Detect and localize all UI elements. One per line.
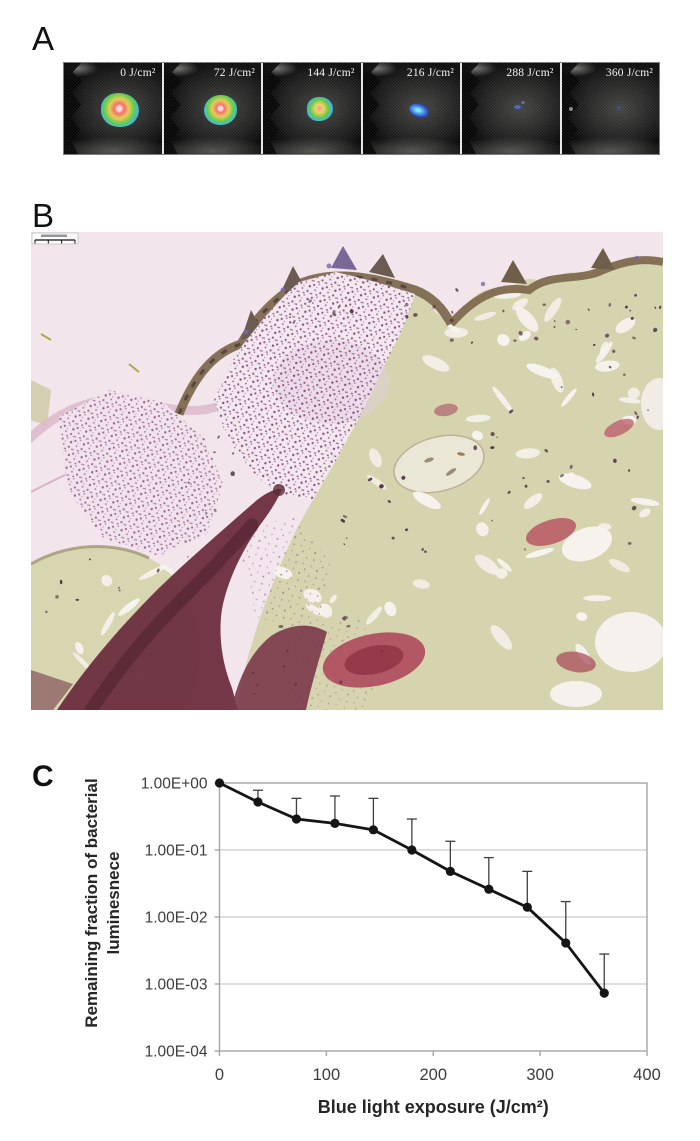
bioluminescence-frame-1: 72 J/cm²: [163, 63, 261, 154]
bioluminescence-frame-5: 360 J/cm²: [561, 63, 659, 154]
dose-label: 0 J/cm²: [120, 67, 156, 79]
stain-accent: [280, 287, 286, 293]
dose-label: 216 J/cm²: [406, 67, 454, 79]
bioluminescence-spot: [406, 101, 431, 120]
x-tick-labels: 0 100 200 300 400: [215, 1066, 661, 1084]
panel-c-chart: 1.00E+00 1.00E-01 1.00E-02 1.00E-03 1.00E-04…: [0, 740, 700, 1141]
dark-edge-shape: [362, 63, 381, 154]
bioluminescence-frame-3: 216 J/cm²: [362, 63, 460, 154]
dose-label: 288 J/cm²: [506, 67, 554, 79]
crust-spike: [501, 260, 527, 284]
red-stain: [604, 418, 634, 438]
scale-bar: [31, 232, 79, 245]
bioluminescence-frame-0: 0 J/cm²: [64, 63, 162, 154]
dose-label: 72 J/cm²: [213, 67, 255, 79]
reflection-dot: [568, 107, 573, 111]
eschar-crust: [447, 256, 663, 327]
gridlines: [219, 849, 647, 985]
tissue-oval: [393, 434, 485, 494]
crust-spike: [369, 254, 395, 278]
vacuole: [561, 526, 613, 562]
red-stain: [556, 651, 596, 673]
stain-accent: [634, 255, 640, 261]
debris-speck: [128, 363, 140, 373]
x-axis-title: Blue light exposure (J/cm²): [318, 1097, 549, 1117]
data-markers: [214, 778, 609, 998]
bioluminescence-spot: [101, 93, 139, 127]
bioluminescence-frame-2: 144 J/cm²: [263, 63, 361, 154]
dark-edge-shape: [163, 63, 182, 154]
stain-accent: [480, 281, 486, 287]
nuclei-specks: [45, 288, 662, 695]
svg-text:1.00E-04: 1.00E-04: [145, 1044, 208, 1061]
exposure-chart-svg: 1.00E+00 1.00E-01 1.00E-02 1.00E-03 1.00E-04…: [82, 776, 661, 1118]
data-line: [218, 781, 606, 995]
red-stain: [434, 403, 458, 417]
y-axis-title-line2: luminesnece: [104, 852, 123, 955]
tissue-speck: [445, 468, 457, 476]
svg-text:1.00E-02: 1.00E-02: [145, 910, 208, 927]
stain-accent: [243, 329, 249, 335]
dark-edge-shape: [462, 63, 481, 154]
red-stain: [525, 518, 577, 546]
panel-a-label: A: [32, 20, 55, 57]
bacteria-cluster: [59, 390, 223, 556]
crust-detail: [177, 274, 416, 415]
svg-text:400: 400: [633, 1066, 661, 1084]
tissue-speck: [424, 457, 434, 463]
panel-b-histology-image: [31, 232, 663, 710]
y-axis-title-line1: Remaining fraction of bacterial: [82, 778, 101, 1027]
svg-text:200: 200: [419, 1066, 447, 1084]
panel-b-label: B: [32, 197, 55, 234]
error-bars: [252, 789, 610, 994]
svg-text:1.00E+00: 1.00E+00: [141, 776, 208, 793]
axis-ticks: [214, 782, 648, 1056]
crust-spike: [591, 248, 615, 270]
vacuole-cluster: [72, 291, 660, 683]
svg-text:100: 100: [313, 1066, 341, 1084]
stain-accent: [326, 263, 332, 269]
bioluminescence-frame-4: 288 J/cm²: [462, 63, 560, 154]
bioluminescence-spot: [307, 97, 333, 121]
dose-label: 144 J/cm²: [307, 67, 355, 79]
bacteria-cluster: [236, 517, 331, 632]
red-stain: [344, 644, 404, 676]
bioluminescence-spot: [203, 95, 237, 125]
y-tick-labels: 1.00E+00 1.00E-01 1.00E-02 1.00E-03 1.00E-04: [141, 776, 208, 1061]
tissue-fragment: [31, 380, 51, 426]
debris-speck: [40, 333, 52, 341]
svg-text:1.00E-01: 1.00E-01: [145, 843, 208, 860]
vacuole: [641, 378, 663, 430]
dose-label: 360 J/cm²: [605, 67, 653, 79]
tissue-edge: [31, 545, 150, 566]
panel-c-label: C: [32, 760, 54, 793]
svg-text:0: 0: [215, 1066, 224, 1084]
stain-streak: [31, 670, 73, 710]
branch-fork: [231, 625, 327, 710]
panel-a-image-strip: 0 J/cm² 72 J/cm² 144 J/cm² 216 J/cm² 288…: [63, 62, 660, 155]
svg-text:1.00E-03: 1.00E-03: [145, 977, 208, 994]
tissue-speck: [457, 452, 465, 456]
vacuole: [595, 612, 663, 672]
bioluminescence-spot: [616, 106, 620, 109]
bacteria-cluster: [214, 272, 415, 500]
stained-tissue-branch: [57, 488, 282, 710]
dark-edge-shape: [64, 63, 83, 154]
svg-text:300: 300: [526, 1066, 554, 1084]
dark-edge-shape: [263, 63, 282, 154]
bioluminescence-spot: [521, 101, 525, 104]
stain-blob: [273, 484, 285, 496]
branch-core: [84, 518, 259, 710]
vacuole: [550, 681, 602, 707]
crust-spike: [331, 246, 357, 270]
bioluminescence-spot: [514, 105, 521, 109]
